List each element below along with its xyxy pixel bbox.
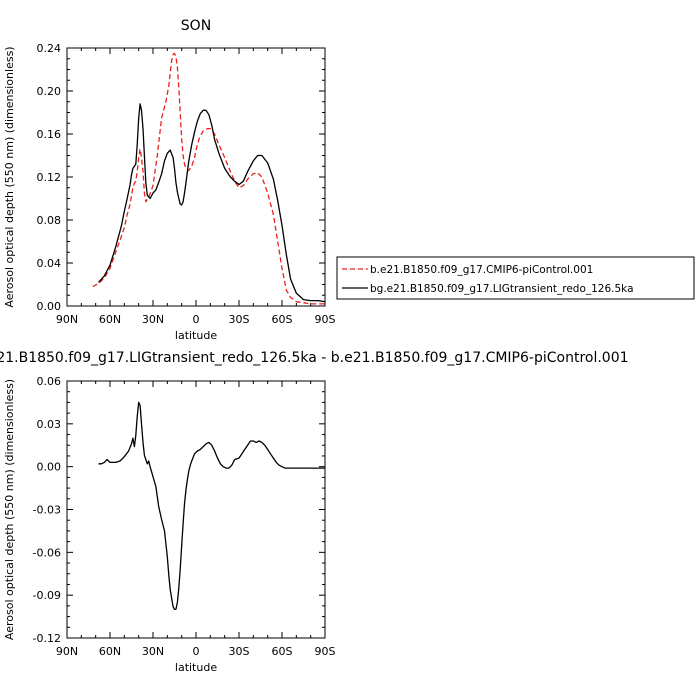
bottom-chart-panel: bg.e21.B1850.f09_g17.LIGtransient_redo_1… — [0, 350, 629, 674]
bottom-x-tick-label: 60N — [99, 645, 121, 658]
legend-label-0: b.e21.B1850.f09_g17.CMIP6-piControl.001 — [370, 264, 593, 276]
top-y-tick-label: 0.20 — [37, 85, 62, 98]
bottom-series-line-0 — [98, 401, 325, 611]
bottom-y-tick-label: -0.12 — [33, 632, 61, 645]
top-x-tick-label: 0 — [193, 313, 200, 326]
top-series-line-0 — [92, 52, 325, 305]
top-x-tick-label: 30S — [229, 313, 250, 326]
bottom-x-tick-label: 0 — [193, 645, 200, 658]
bottom-chart-title: bg.e21.B1850.f09_g17.LIGtransient_redo_1… — [0, 350, 629, 366]
bottom-x-tick-label: 30N — [142, 645, 164, 658]
bottom-x-tick-label: 90N — [56, 645, 78, 658]
top-x-tick-label: 60S — [272, 313, 293, 326]
top-y-tick-label: 0.12 — [37, 171, 62, 184]
top-x-tick-label: 60N — [99, 313, 121, 326]
top-y-tick-label: 0.24 — [37, 42, 62, 55]
bottom-y-axis-label: Aerosol optical depth (550 nm) (dimensio… — [3, 379, 16, 640]
top-chart-title: SON — [181, 18, 211, 34]
top-y-tick-label: 0.16 — [37, 128, 62, 141]
bottom-y-tick-label: 0.00 — [37, 461, 62, 474]
top-y-axis-label: Aerosol optical depth (550 nm) (dimensio… — [3, 46, 16, 307]
top-x-axis-label: latitude — [175, 329, 217, 342]
legend: b.e21.B1850.f09_g17.CMIP6-piControl.001b… — [336, 256, 695, 300]
top-x-tick-label: 90S — [315, 313, 336, 326]
bottom-y-tick-label: 0.03 — [37, 418, 62, 431]
bottom-y-tick-label: -0.09 — [33, 589, 61, 602]
top-y-tick-label: 0.00 — [37, 300, 62, 313]
top-x-tick-label: 30N — [142, 313, 164, 326]
legend-box — [336, 256, 695, 300]
top-x-tick-label: 90N — [56, 313, 78, 326]
bottom-x-tick-label: 60S — [272, 645, 293, 658]
legend-label-1: bg.e21.B1850.f09_g17.LIGtransient_redo_1… — [370, 283, 634, 295]
top-y-tick-label: 0.04 — [37, 257, 62, 270]
bottom-y-tick-label: 0.06 — [37, 375, 62, 388]
bottom-y-tick-label: -0.06 — [33, 546, 61, 559]
top-y-tick-label: 0.08 — [37, 214, 62, 227]
bottom-x-axis-label: latitude — [175, 661, 217, 674]
bottom-y-tick-label: -0.03 — [33, 504, 61, 517]
bottom-x-tick-label: 90S — [315, 645, 336, 658]
top-series-line-1 — [98, 103, 326, 303]
top-chart-panel: SON 90N 60N 30N 0 30S 60S 90S 0.00 0.04 0.08 0.12 0.… — [3, 18, 336, 342]
bottom-x-tick-label: 30S — [229, 645, 250, 658]
